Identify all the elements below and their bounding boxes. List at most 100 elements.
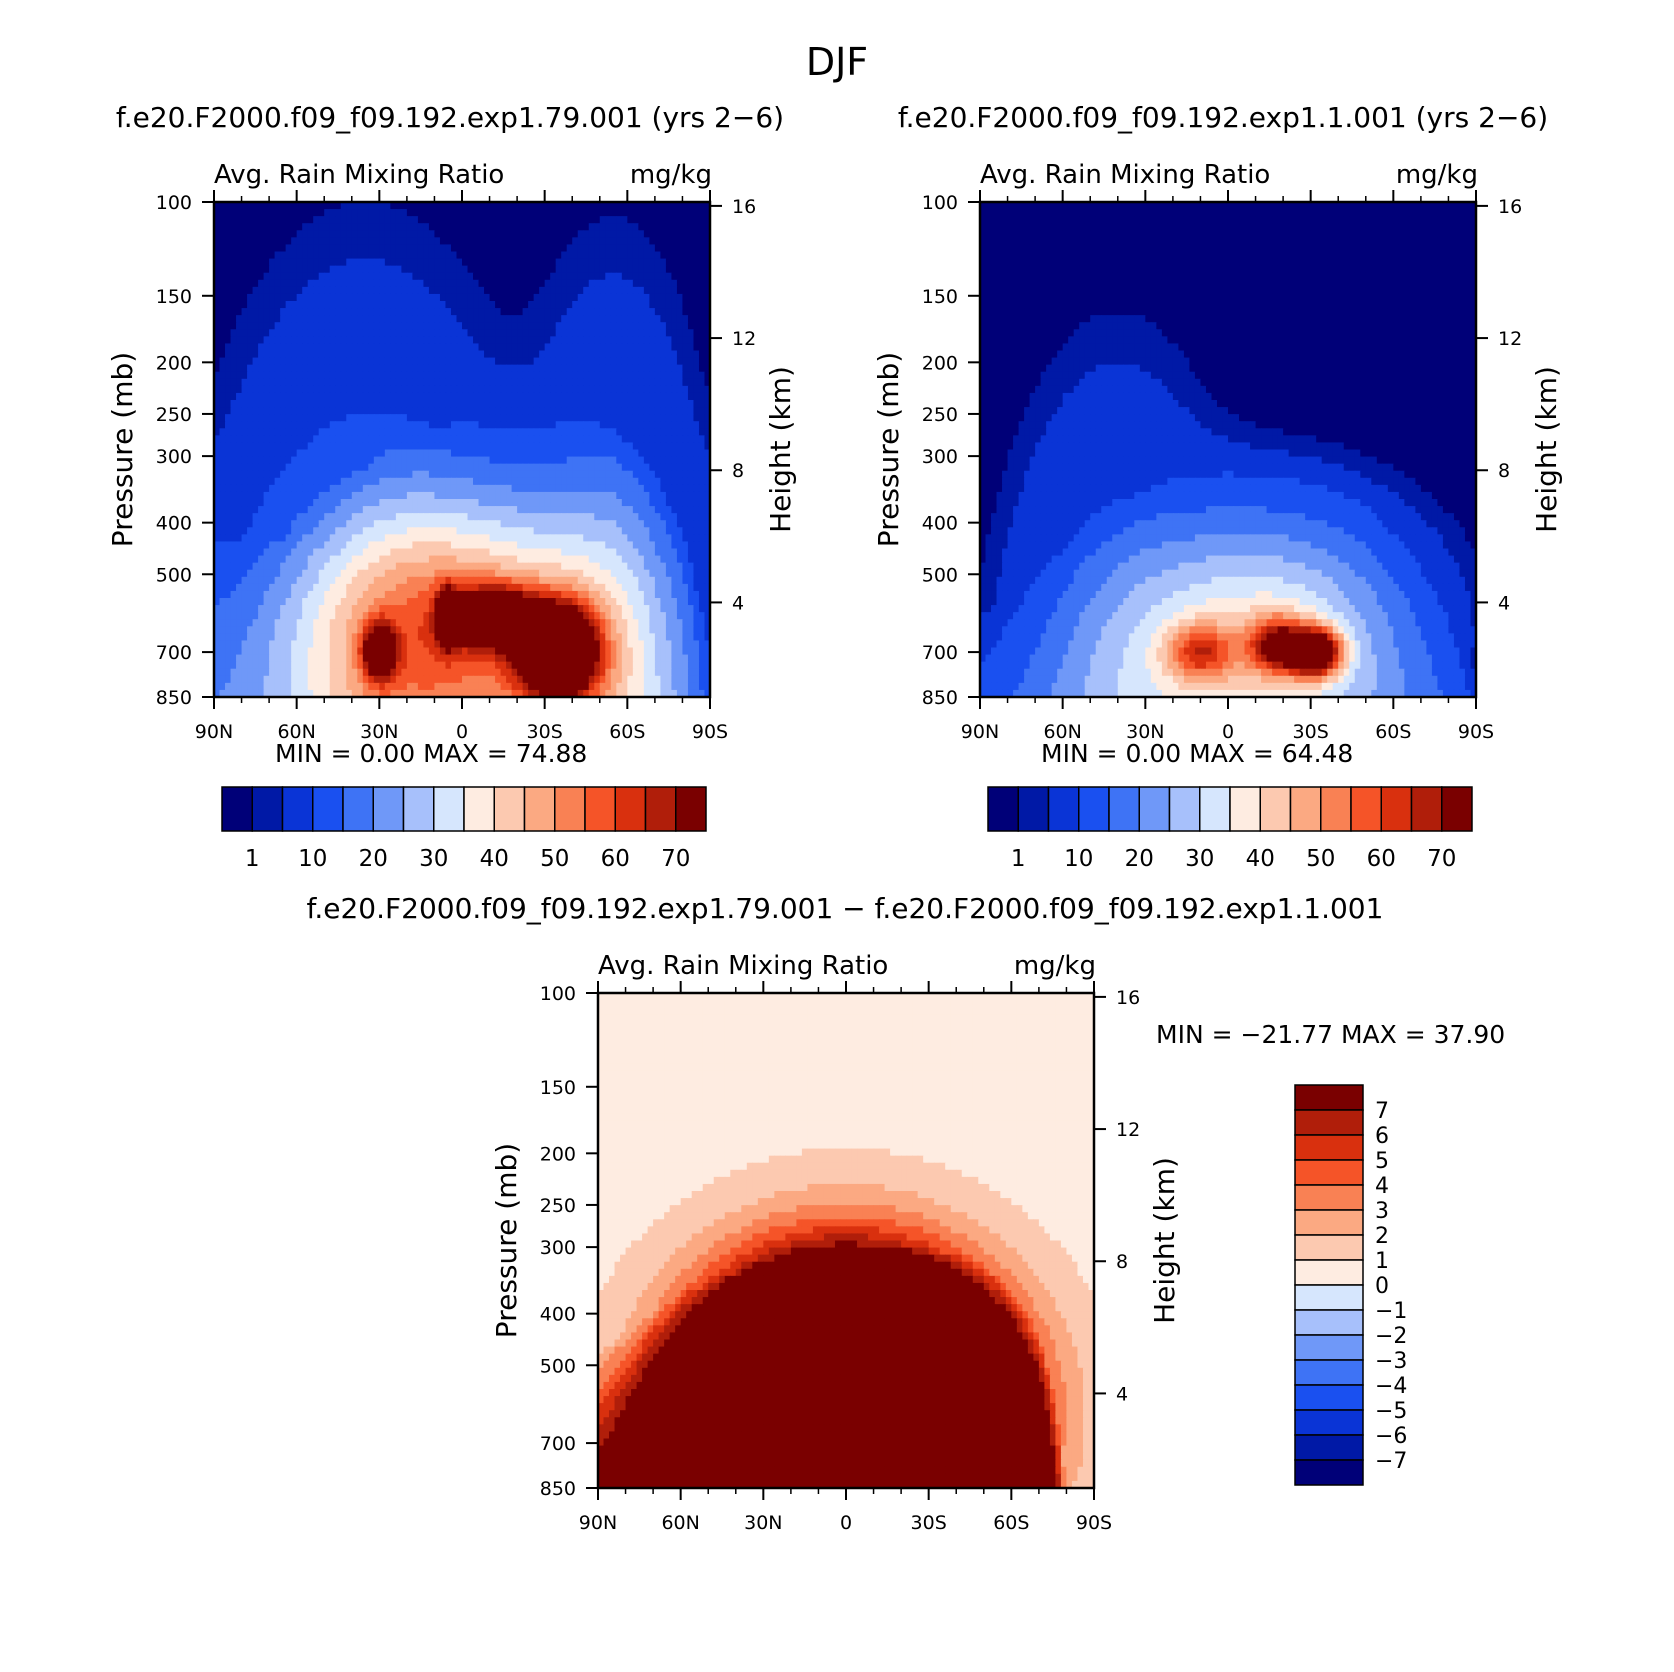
heatmap-cell <box>247 407 254 415</box>
heatmap-cell <box>643 216 650 224</box>
heatmap-cell <box>473 407 480 415</box>
heatmap-cell <box>390 491 397 500</box>
heatmap-cell <box>654 421 661 429</box>
heatmap-cell <box>379 513 386 521</box>
heatmap-cell <box>561 237 568 246</box>
heatmap-cell <box>390 400 397 408</box>
heatmap-cell <box>379 583 386 592</box>
heatmap-cell <box>654 470 661 479</box>
heatmap-cell <box>340 385 347 394</box>
heatmap-cell <box>351 272 358 281</box>
heatmap-cell <box>357 590 364 599</box>
heatmap-cell <box>346 293 353 302</box>
heatmap-cell <box>671 308 678 316</box>
heatmap-cell <box>627 251 634 260</box>
heatmap-cell <box>671 315 678 323</box>
heatmap-cell <box>362 244 369 253</box>
heatmap-cell <box>258 315 265 323</box>
heatmap-cell <box>671 237 678 246</box>
heatmap-cell <box>522 308 529 316</box>
heatmap-cell <box>599 301 606 309</box>
heatmap-cell <box>478 336 485 345</box>
heatmap-cell <box>533 569 540 578</box>
heatmap-cell <box>522 534 529 543</box>
heatmap-cell <box>379 527 386 535</box>
heatmap-cell <box>649 357 656 366</box>
heatmap-cell <box>263 230 270 238</box>
heatmap-cell <box>362 400 369 408</box>
heatmap-cell <box>605 350 612 359</box>
heatmap-cell <box>605 223 612 231</box>
heatmap-cell <box>401 202 408 210</box>
heatmap-cell <box>484 513 491 521</box>
heatmap-cell <box>555 435 562 444</box>
heatmap-cell <box>687 308 695 316</box>
heatmap-cell <box>368 230 375 238</box>
heatmap-cell <box>274 258 281 267</box>
heatmap-cell <box>252 562 259 571</box>
heatmap-cell <box>373 407 380 415</box>
heatmap-cell <box>594 392 601 401</box>
heatmap-cell <box>566 407 573 415</box>
heatmap-cell <box>528 435 535 444</box>
heatmap-cell <box>544 272 551 281</box>
heatmap-cell <box>506 286 513 295</box>
heatmap-cell <box>467 301 474 309</box>
heatmap-cell <box>324 520 331 528</box>
heatmap-cell <box>296 202 303 210</box>
heatmap-cell <box>263 414 270 422</box>
heatmap-cell <box>539 371 546 380</box>
heatmap-cell <box>522 343 529 352</box>
heatmap-cell <box>335 583 342 592</box>
heatmap-cell <box>467 576 474 585</box>
heatmap-cell <box>682 286 689 295</box>
heatmap-cell <box>698 463 706 472</box>
heatmap-cell <box>230 343 237 352</box>
heatmap-cell <box>423 534 430 543</box>
heatmap-cell <box>373 343 380 352</box>
heatmap-cell <box>373 499 380 507</box>
heatmap-cell <box>302 484 309 493</box>
heatmap-cell <box>506 548 513 557</box>
heatmap-cell <box>285 520 292 528</box>
heatmap-cell <box>489 378 496 387</box>
heatmap-cell <box>434 216 441 224</box>
heatmap-cell <box>346 315 353 323</box>
heatmap-cell <box>654 244 661 253</box>
heatmap-cell <box>269 477 276 486</box>
heatmap-cell <box>511 322 518 330</box>
heatmap-cell <box>654 251 661 260</box>
heatmap-cell <box>511 428 518 436</box>
heatmap-cell <box>423 449 430 458</box>
heatmap-cell <box>533 385 540 394</box>
heatmap-cell <box>329 541 336 550</box>
heatmap-cell <box>456 428 463 436</box>
heatmap-cell <box>627 329 634 337</box>
heatmap-cell <box>506 392 513 401</box>
heatmap-cell <box>500 230 507 238</box>
heatmap-cell <box>346 534 353 543</box>
heatmap-cell <box>643 569 650 578</box>
heatmap-cell <box>528 506 535 514</box>
heatmap-cell <box>588 364 595 373</box>
heatmap-cell <box>412 343 419 352</box>
heatmap-cell <box>561 435 568 444</box>
heatmap-cell <box>362 223 369 231</box>
heatmap-cell <box>643 463 650 472</box>
heatmap-cell <box>417 590 425 599</box>
heatmap-cell <box>241 470 248 479</box>
heatmap-cell <box>687 583 695 592</box>
heatmap-cell <box>621 400 628 408</box>
heatmap-cell <box>329 449 336 458</box>
heatmap-cell <box>230 484 237 493</box>
heatmap-cell <box>357 470 364 479</box>
heatmap-cell <box>577 555 584 564</box>
heatmap-cell <box>693 477 700 486</box>
heatmap-cell <box>214 400 221 408</box>
heatmap-cell <box>269 350 276 359</box>
heatmap-cell <box>351 506 358 514</box>
heatmap-cell <box>704 230 711 238</box>
heatmap-cell <box>357 499 364 507</box>
heatmap-cell <box>577 449 584 458</box>
heatmap-cell <box>660 265 667 274</box>
